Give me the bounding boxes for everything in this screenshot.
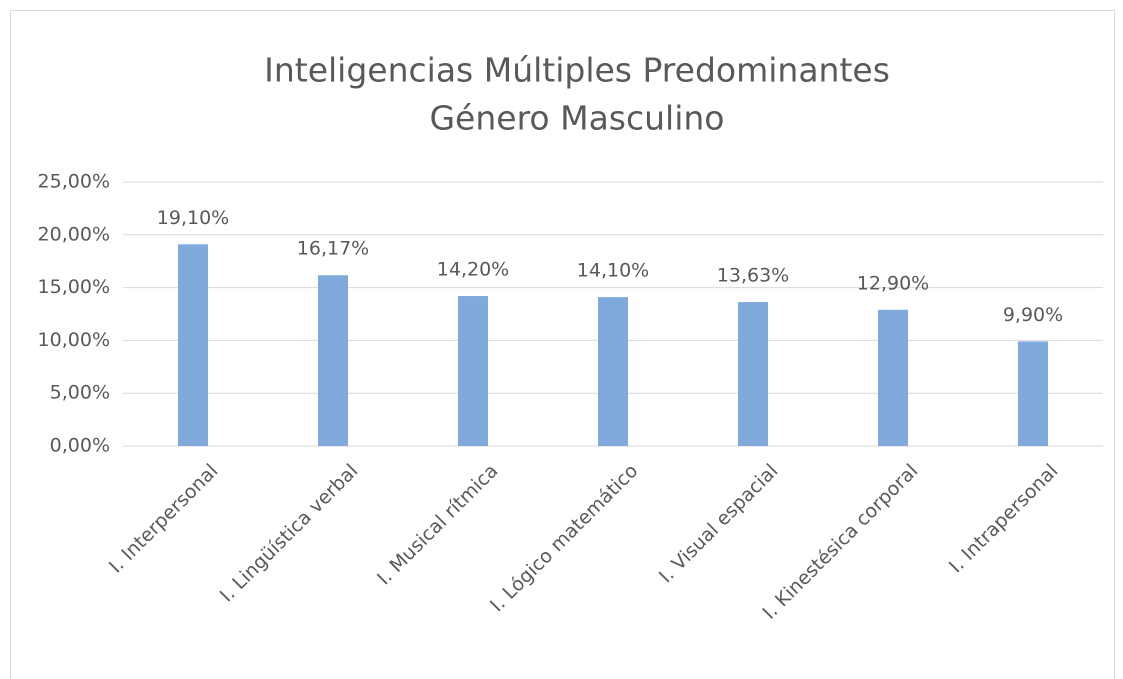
bar bbox=[458, 296, 488, 446]
value-label: 14,20% bbox=[437, 259, 509, 281]
y-tick-label: 10,00% bbox=[38, 329, 110, 351]
value-label: 19,10% bbox=[157, 207, 229, 229]
value-label: 13,63% bbox=[717, 265, 789, 287]
bar bbox=[178, 244, 208, 446]
bar bbox=[598, 297, 628, 446]
bar bbox=[318, 275, 348, 446]
value-label: 14,10% bbox=[577, 260, 649, 282]
chart-title: Inteligencias Múltiples Predominantes bbox=[264, 51, 890, 90]
value-label: 16,17% bbox=[297, 238, 369, 260]
bar bbox=[738, 302, 768, 446]
y-tick-label: 5,00% bbox=[50, 382, 110, 404]
y-tick-label: 0,00% bbox=[50, 435, 110, 457]
value-label: 9,90% bbox=[1003, 304, 1063, 326]
value-label: 12,90% bbox=[857, 272, 929, 294]
y-tick-label: 20,00% bbox=[38, 223, 110, 245]
y-tick-label: 15,00% bbox=[38, 276, 110, 298]
chart-title: Género Masculino bbox=[429, 99, 724, 138]
bar bbox=[1018, 341, 1048, 446]
y-tick-label: 25,00% bbox=[38, 171, 110, 193]
bar bbox=[878, 309, 908, 446]
